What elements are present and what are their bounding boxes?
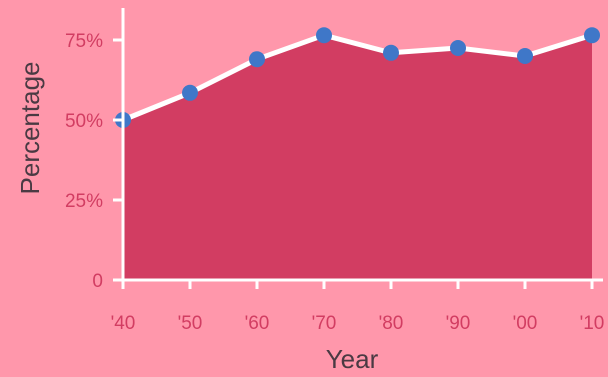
- x-tick-label: '10: [580, 313, 605, 334]
- y-tick-label: 25%: [65, 191, 103, 212]
- y-axis-title: Percentage: [15, 62, 45, 195]
- data-point: [584, 27, 600, 44]
- axis-layer: [113, 8, 603, 289]
- data-point: [517, 48, 533, 64]
- y-tick-label: 50%: [65, 111, 103, 132]
- x-tick-label: '90: [446, 313, 471, 334]
- series-line: [120, 32, 595, 123]
- data-point: [450, 40, 466, 56]
- data-point: [182, 84, 198, 101]
- data-point: [383, 44, 399, 61]
- series-area: [123, 35, 592, 281]
- x-tick-label: '70: [312, 313, 337, 334]
- x-tick-label: '00: [513, 313, 538, 334]
- y-tick-label: 0: [92, 271, 103, 292]
- data-point: [316, 27, 332, 44]
- plot-layer: [115, 27, 600, 281]
- x-axis-title: Year: [326, 344, 379, 374]
- y-tick-label: 75%: [65, 31, 103, 52]
- x-tick-label: '50: [178, 313, 203, 334]
- label-layer: 0 25% 50% 75% '40 '50 '60 '70 '80 '90 '00 '10: [65, 31, 604, 334]
- data-point: [249, 51, 265, 68]
- x-tick-label: '60: [245, 313, 270, 334]
- x-tick-label: '40: [111, 313, 136, 334]
- x-tick-label: '80: [379, 313, 404, 334]
